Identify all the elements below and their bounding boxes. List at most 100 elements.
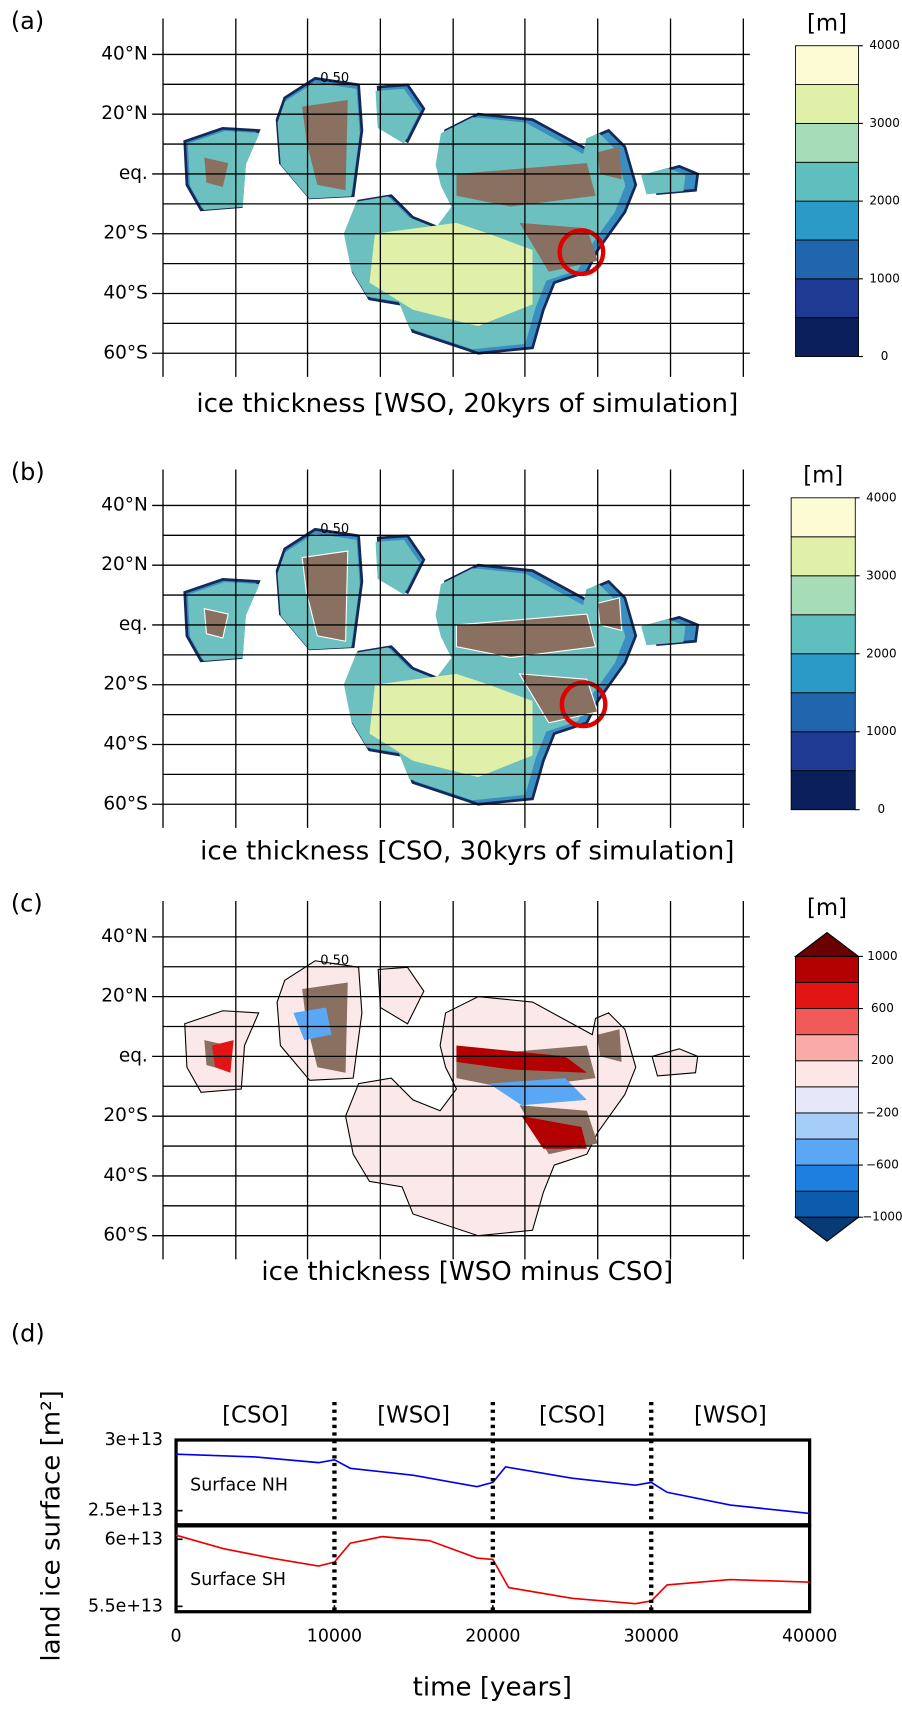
y-tick-label: 3e+13 bbox=[105, 1430, 163, 1450]
ice-interior bbox=[375, 88, 420, 144]
colorbar-extend bbox=[793, 931, 861, 957]
colorbar-tick-label: −200 bbox=[866, 1105, 899, 1119]
y-tick-label: 2.5e+13 bbox=[88, 1501, 163, 1521]
ice-free-land bbox=[204, 157, 229, 187]
colorbar-band bbox=[790, 731, 856, 772]
y-tick-label: eq. bbox=[119, 614, 148, 635]
colorbar-band bbox=[795, 1086, 859, 1114]
y-tick-label: 40°N bbox=[101, 926, 148, 947]
x-tick-label: 10000 bbox=[307, 1627, 362, 1647]
series-line bbox=[176, 1453, 810, 1515]
phase-label: [WSO] bbox=[694, 1403, 767, 1429]
colorbar-band bbox=[795, 161, 859, 202]
colorbar-band bbox=[790, 536, 856, 577]
colorbar-band bbox=[795, 1190, 859, 1218]
ice-sheet bbox=[377, 966, 425, 1025]
plot-frame bbox=[174, 1524, 812, 1614]
x-tick-label: 0 bbox=[171, 1627, 182, 1647]
map bbox=[183, 527, 700, 806]
colorbar-tick-label: −600 bbox=[866, 1158, 899, 1172]
colorbar-tick-label: −1000 bbox=[862, 1210, 902, 1224]
y-tick-label: 20°S bbox=[103, 674, 147, 695]
contour-label: 0.50 bbox=[320, 71, 349, 86]
y-tick-label: 20°N bbox=[101, 103, 148, 124]
colorbar-tick-label: 4000 bbox=[866, 490, 896, 504]
panel-label: (a) bbox=[11, 7, 44, 35]
colorbar-tick-label: 2000 bbox=[866, 646, 896, 660]
colorbar-tick-label: 1000 bbox=[867, 949, 897, 963]
highlight-circle bbox=[557, 228, 606, 277]
thickening bbox=[456, 1045, 587, 1073]
panel-title: ice thickness [CSO, 30kyrs of simulation… bbox=[200, 837, 734, 867]
colorbar-label: [m] bbox=[803, 463, 843, 489]
thickening bbox=[521, 1116, 587, 1149]
y-tick-label: 5.5e+13 bbox=[88, 1596, 163, 1616]
colorbar-tick-label: 200 bbox=[871, 1053, 894, 1067]
colorbar-band bbox=[790, 575, 856, 616]
colorbar-band bbox=[790, 497, 856, 538]
y-tick-label: 60°S bbox=[103, 342, 147, 363]
colorbar-extend bbox=[793, 1216, 861, 1242]
colorbar-label: [m] bbox=[807, 895, 847, 921]
y-tick-label: 20°S bbox=[103, 1105, 147, 1126]
y-tick-label: 40°S bbox=[103, 1165, 147, 1186]
map bbox=[183, 76, 700, 355]
map bbox=[184, 960, 699, 1237]
y-tick-label: 40°N bbox=[101, 43, 148, 64]
colorbar-band bbox=[795, 278, 859, 319]
panel-title: ice thickness [WSO, 20kyrs of simulation… bbox=[196, 389, 738, 419]
ice-free-land bbox=[302, 100, 348, 191]
colorbar-tick-label: 3000 bbox=[866, 568, 896, 582]
series-label: Surface NH bbox=[190, 1476, 288, 1496]
colorbar-tick-label: 0 bbox=[881, 349, 889, 363]
colorbar-tick-label: 4000 bbox=[869, 38, 899, 52]
colorbar-tick-label: 1000 bbox=[869, 271, 899, 285]
colorbar-band bbox=[790, 653, 856, 694]
phase-label: [CSO] bbox=[539, 1403, 605, 1429]
colorbar-band bbox=[795, 84, 859, 124]
panel-label: (d) bbox=[11, 1320, 45, 1348]
y-tick-label: 6e+13 bbox=[105, 1529, 163, 1549]
ice-thick-region bbox=[369, 673, 533, 778]
x-tick-label: 20000 bbox=[465, 1627, 520, 1647]
ice-sheet bbox=[651, 1048, 699, 1077]
colorbar-tick-label: 2000 bbox=[869, 194, 899, 208]
y-axis-label: land ice surface [m²] bbox=[37, 1390, 67, 1661]
colorbar-band bbox=[795, 982, 859, 1010]
colorbar-band bbox=[795, 1112, 859, 1140]
colorbar-band bbox=[795, 45, 859, 86]
colorbar-band bbox=[790, 614, 856, 655]
ice-thick-region bbox=[369, 222, 533, 327]
y-tick-label: 20°N bbox=[101, 986, 148, 1007]
panel-label: (c) bbox=[11, 889, 43, 917]
y-tick-label: 40°S bbox=[103, 283, 147, 304]
contour-label: 0.50 bbox=[320, 522, 349, 537]
highlight-circle bbox=[559, 680, 608, 729]
colorbar-band bbox=[795, 317, 859, 357]
colorbar-band bbox=[795, 1034, 859, 1062]
colorbar-band bbox=[795, 955, 859, 983]
colorbar-tick-label: 0 bbox=[878, 802, 886, 816]
y-tick-label: 40°S bbox=[103, 734, 147, 755]
colorbar-label: [m] bbox=[807, 10, 847, 36]
colorbar-tick-label: 600 bbox=[871, 1001, 894, 1015]
ice-free-land bbox=[597, 1029, 622, 1062]
colorbar-band bbox=[795, 1008, 859, 1036]
x-tick-label: 30000 bbox=[624, 1627, 679, 1647]
colorbar-band bbox=[790, 692, 856, 733]
y-tick-label: 20°N bbox=[101, 554, 148, 575]
y-tick-label: 20°S bbox=[103, 223, 147, 244]
y-tick-label: 40°N bbox=[101, 494, 148, 515]
ice-free-land bbox=[597, 597, 623, 632]
thinning bbox=[293, 1007, 332, 1041]
colorbar-band bbox=[790, 770, 856, 811]
colorbar-band bbox=[795, 1060, 859, 1088]
series-label: Surface SH bbox=[190, 1570, 286, 1590]
phase-label: [WSO] bbox=[377, 1403, 450, 1429]
colorbar-band bbox=[795, 122, 859, 163]
panel-label: (b) bbox=[11, 458, 45, 486]
colorbar-band bbox=[795, 239, 859, 280]
thinning bbox=[489, 1078, 587, 1106]
ice-free-land bbox=[301, 550, 349, 642]
